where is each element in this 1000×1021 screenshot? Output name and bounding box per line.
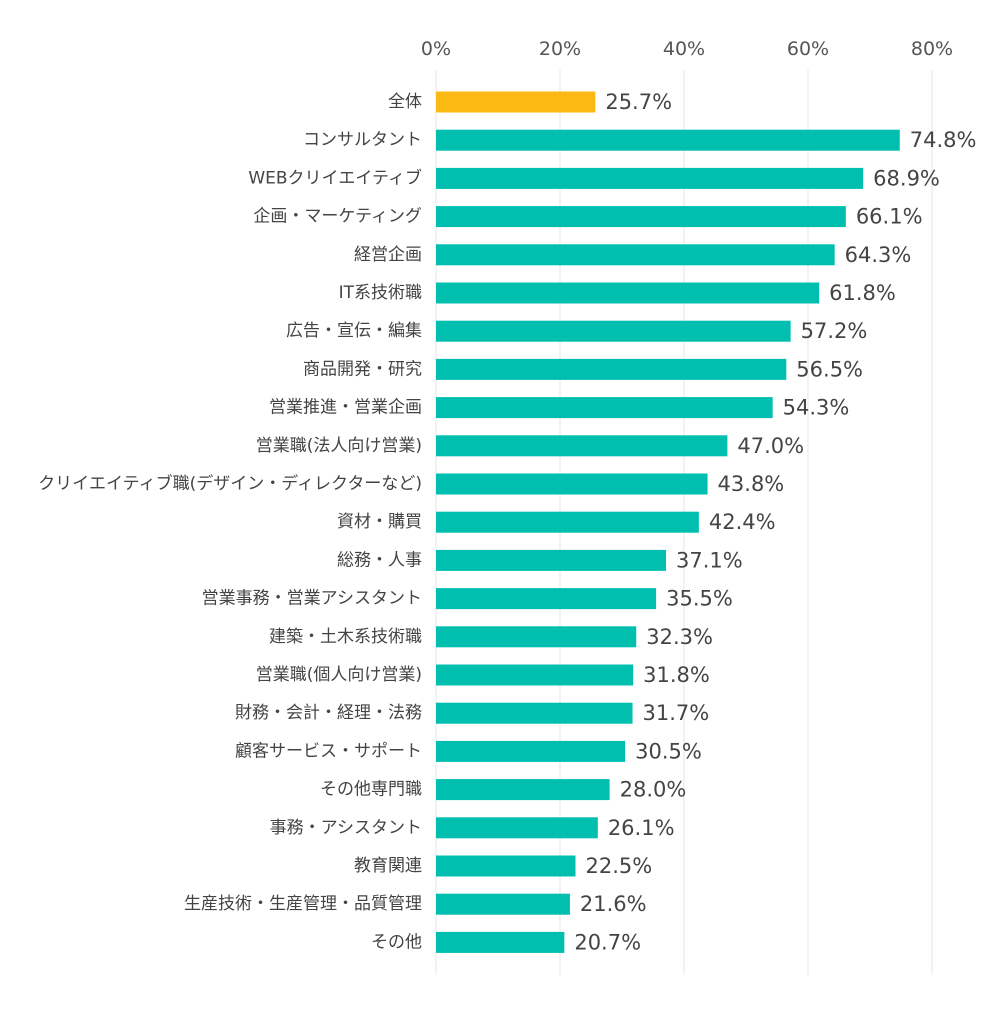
value-label: 31.7%	[643, 701, 710, 725]
value-label: 31.8%	[643, 663, 710, 687]
category-label: 生産技術・生産管理・品質管理	[184, 894, 422, 914]
category-label: 営業職(個人向け営業)	[256, 665, 422, 685]
value-label: 22.5%	[586, 854, 653, 878]
x-axis-ticks: 0% 20% 40% 60% 80%	[421, 38, 953, 60]
category-label: 商品開発・研究	[303, 359, 422, 379]
bar	[436, 358, 787, 380]
value-label: 28.0%	[620, 778, 687, 802]
category-label: WEBクリイエイティブ	[248, 167, 422, 188]
category-label: コンサルタント	[303, 130, 422, 150]
value-label: 64.3%	[845, 243, 912, 267]
bars	[436, 91, 900, 953]
bar	[436, 855, 576, 877]
x-tick-label: 40%	[663, 38, 705, 60]
category-label: 広告・宣伝・編集	[286, 321, 422, 341]
value-label: 30.5%	[635, 739, 702, 763]
category-label: 営業推進・営業企画	[269, 398, 422, 418]
value-label: 32.3%	[646, 625, 713, 649]
bar	[436, 167, 864, 189]
bar	[436, 664, 634, 686]
bar	[436, 282, 820, 304]
bar	[436, 244, 835, 266]
category-label: 営業事務・営業アシスタント	[202, 589, 422, 609]
category-label: 総務・人事	[337, 550, 422, 570]
bar	[436, 473, 708, 495]
value-label: 54.3%	[783, 396, 850, 420]
value-label: 57.2%	[801, 319, 868, 343]
category-label: その他	[371, 932, 422, 952]
value-label: 35.5%	[666, 587, 733, 611]
bar	[436, 206, 846, 228]
category-label: 教育関連	[354, 856, 422, 876]
category-label: 財務・会計・経理・法務	[235, 703, 422, 723]
bar	[436, 511, 699, 533]
category-label: その他専門職	[320, 780, 422, 800]
value-label: 43.8%	[718, 472, 785, 496]
bar	[436, 129, 900, 151]
category-label: 営業職(法人向け営業)	[256, 436, 422, 456]
value-label: 20.7%	[574, 930, 641, 954]
bar	[436, 702, 633, 724]
bar	[436, 320, 791, 342]
value-label: 25.7%	[605, 90, 672, 114]
bar	[436, 817, 598, 839]
value-label: 26.1%	[608, 816, 675, 840]
value-label: 37.1%	[676, 548, 743, 572]
bar	[436, 893, 570, 915]
category-label: クリイエイティブ職(デザイン・ディレクターなど)	[38, 473, 422, 494]
value-label: 61.8%	[829, 281, 896, 305]
bar	[436, 549, 667, 571]
value-label: 66.1%	[856, 205, 923, 229]
x-tick-label: 60%	[787, 38, 829, 60]
value-label: 56.5%	[796, 357, 863, 381]
category-label: 全体	[388, 92, 422, 112]
value-label: 74.8%	[910, 128, 977, 152]
x-tick-label: 80%	[911, 38, 953, 60]
bar	[436, 626, 637, 648]
bar	[436, 91, 596, 113]
category-label: 企画・マーケティング	[253, 207, 422, 227]
bar	[436, 779, 610, 801]
bar	[436, 435, 728, 457]
category-label: 経営企画	[354, 245, 422, 265]
x-tick-label: 20%	[539, 38, 581, 60]
value-label: 47.0%	[737, 434, 804, 458]
bar	[436, 931, 565, 953]
value-label: 21.6%	[580, 892, 647, 916]
category-label: 建築・土木系技術職	[269, 627, 422, 647]
x-tick-label: 0%	[421, 38, 451, 60]
bar	[436, 740, 626, 762]
value-label: 68.9%	[873, 166, 940, 190]
category-label: 資材・購買	[337, 512, 422, 532]
category-label: 事務・アシスタント	[270, 818, 422, 838]
value-labels: 25.7% 74.8% 68.9% 66.1% 64.3% 61.8% 57.2% 56.5%…	[574, 90, 976, 954]
category-label: IT系技術職	[339, 283, 422, 303]
value-label: 42.4%	[709, 510, 776, 534]
bar	[436, 588, 657, 610]
bar	[436, 397, 773, 419]
category-label: 顧客サービス・サポート	[235, 741, 422, 761]
